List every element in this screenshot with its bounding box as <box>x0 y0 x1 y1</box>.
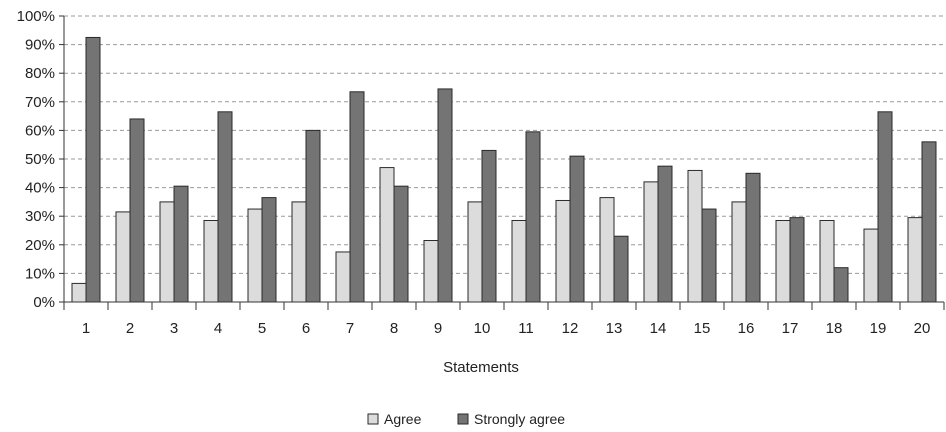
bar-agree-15 <box>687 169 703 303</box>
y-tick-label: 70% <box>25 94 55 111</box>
legend-swatch-strongly-agree <box>457 413 469 425</box>
bar-agree-17 <box>775 219 791 303</box>
bar-strongly-agree-10 <box>481 149 497 303</box>
legend: Agree Strongly agree <box>367 411 565 427</box>
y-tick-label: 90% <box>25 37 55 54</box>
y-tick-label: 40% <box>25 180 55 197</box>
y-tick-label: 100% <box>17 8 55 25</box>
y-tick-label: 10% <box>25 265 55 282</box>
x-tick-label: 14 <box>650 320 667 337</box>
x-tick-label: 16 <box>738 320 755 337</box>
bar-agree-4 <box>203 219 219 303</box>
x-tick-labels: 1 2 3 4 5 6 7 8 9 10 11 12 13 14 15 16 17 18 19 20 <box>82 320 931 337</box>
y-tick-label: 60% <box>25 122 55 139</box>
axes <box>59 15 945 310</box>
x-tick-label: 9 <box>434 320 442 337</box>
bar-agree-10 <box>467 201 483 303</box>
bar-strongly-agree-17 <box>789 217 805 303</box>
bar-agree-13 <box>599 197 615 303</box>
legend-label-agree: Agree <box>384 411 422 427</box>
bar-agree-6 <box>291 201 307 303</box>
x-tick-label: 11 <box>518 320 534 337</box>
x-tick-label: 1 <box>82 320 90 337</box>
bar-strongly-agree-11 <box>525 131 541 303</box>
bar-strongly-agree-9 <box>437 88 453 303</box>
y-tick-label: 20% <box>25 237 55 254</box>
bar-strongly-agree-14 <box>657 165 673 303</box>
y-tick-label: 30% <box>25 208 55 225</box>
bar-agree-1 <box>71 282 87 303</box>
x-axis-title: Statements <box>443 359 519 376</box>
bar-strongly-agree-2 <box>129 118 145 303</box>
bar-strongly-agree-20 <box>921 141 937 303</box>
x-tick-label: 3 <box>170 320 178 337</box>
y-tick-label: 50% <box>25 151 55 168</box>
bar-strongly-agree-13 <box>613 235 629 303</box>
x-tick-label: 2 <box>126 320 134 337</box>
bar-agree-19 <box>863 228 879 303</box>
x-tick-label: 15 <box>694 320 711 337</box>
bar-strongly-agree-5 <box>261 197 277 303</box>
x-tick-label: 4 <box>214 320 222 337</box>
bar-agree-16 <box>731 201 747 303</box>
legend-label-strongly-agree: Strongly agree <box>474 411 565 427</box>
y-tick-label: 0% <box>33 294 55 311</box>
bar-strongly-agree-3 <box>173 185 189 303</box>
bar-agree-12 <box>555 199 571 303</box>
bar-agree-20 <box>907 217 923 303</box>
bar-strongly-agree-7 <box>349 91 365 303</box>
bar-agree-7 <box>335 251 351 303</box>
bar-strongly-agree-4 <box>217 111 233 303</box>
legend-swatch-agree <box>367 413 379 425</box>
x-tick-label: 7 <box>346 320 354 337</box>
bar-strongly-agree-1 <box>85 36 101 303</box>
x-tick-label: 6 <box>302 320 310 337</box>
x-tick-label: 19 <box>870 320 887 337</box>
bar-agree-11 <box>511 219 527 303</box>
x-tick-label: 8 <box>390 320 398 337</box>
bar-strongly-agree-6 <box>305 129 321 303</box>
bar-agree-3 <box>159 201 175 303</box>
x-tick-label: 20 <box>914 320 931 337</box>
x-tick-label: 5 <box>258 320 266 337</box>
bar-agree-5 <box>247 208 263 303</box>
bar-strongly-agree-16 <box>745 172 761 303</box>
gridlines <box>64 15 944 274</box>
bar-agree-8 <box>379 167 395 303</box>
bar-agree-18 <box>819 219 835 303</box>
bar-agree-2 <box>115 211 131 303</box>
bar-strongly-agree-8 <box>393 185 409 303</box>
x-tick-label: 17 <box>782 320 799 337</box>
bar-strongly-agree-12 <box>569 155 585 303</box>
x-tick-label: 13 <box>606 320 623 337</box>
bars <box>71 36 937 303</box>
bar-strongly-agree-18 <box>833 267 849 303</box>
bar-agree-9 <box>423 240 439 303</box>
bar-agree-14 <box>643 181 659 303</box>
x-tick-label: 12 <box>562 320 579 337</box>
bar-strongly-agree-15 <box>701 208 717 303</box>
bar-strongly-agree-19 <box>877 111 893 303</box>
y-tick-labels: 0% 10% 20% 30% 40% 50% 60% 70% 80% 90% 100% <box>17 8 55 311</box>
y-tick-label: 80% <box>25 65 55 82</box>
x-tick-label: 10 <box>474 320 491 337</box>
x-tick-label: 18 <box>826 320 843 337</box>
